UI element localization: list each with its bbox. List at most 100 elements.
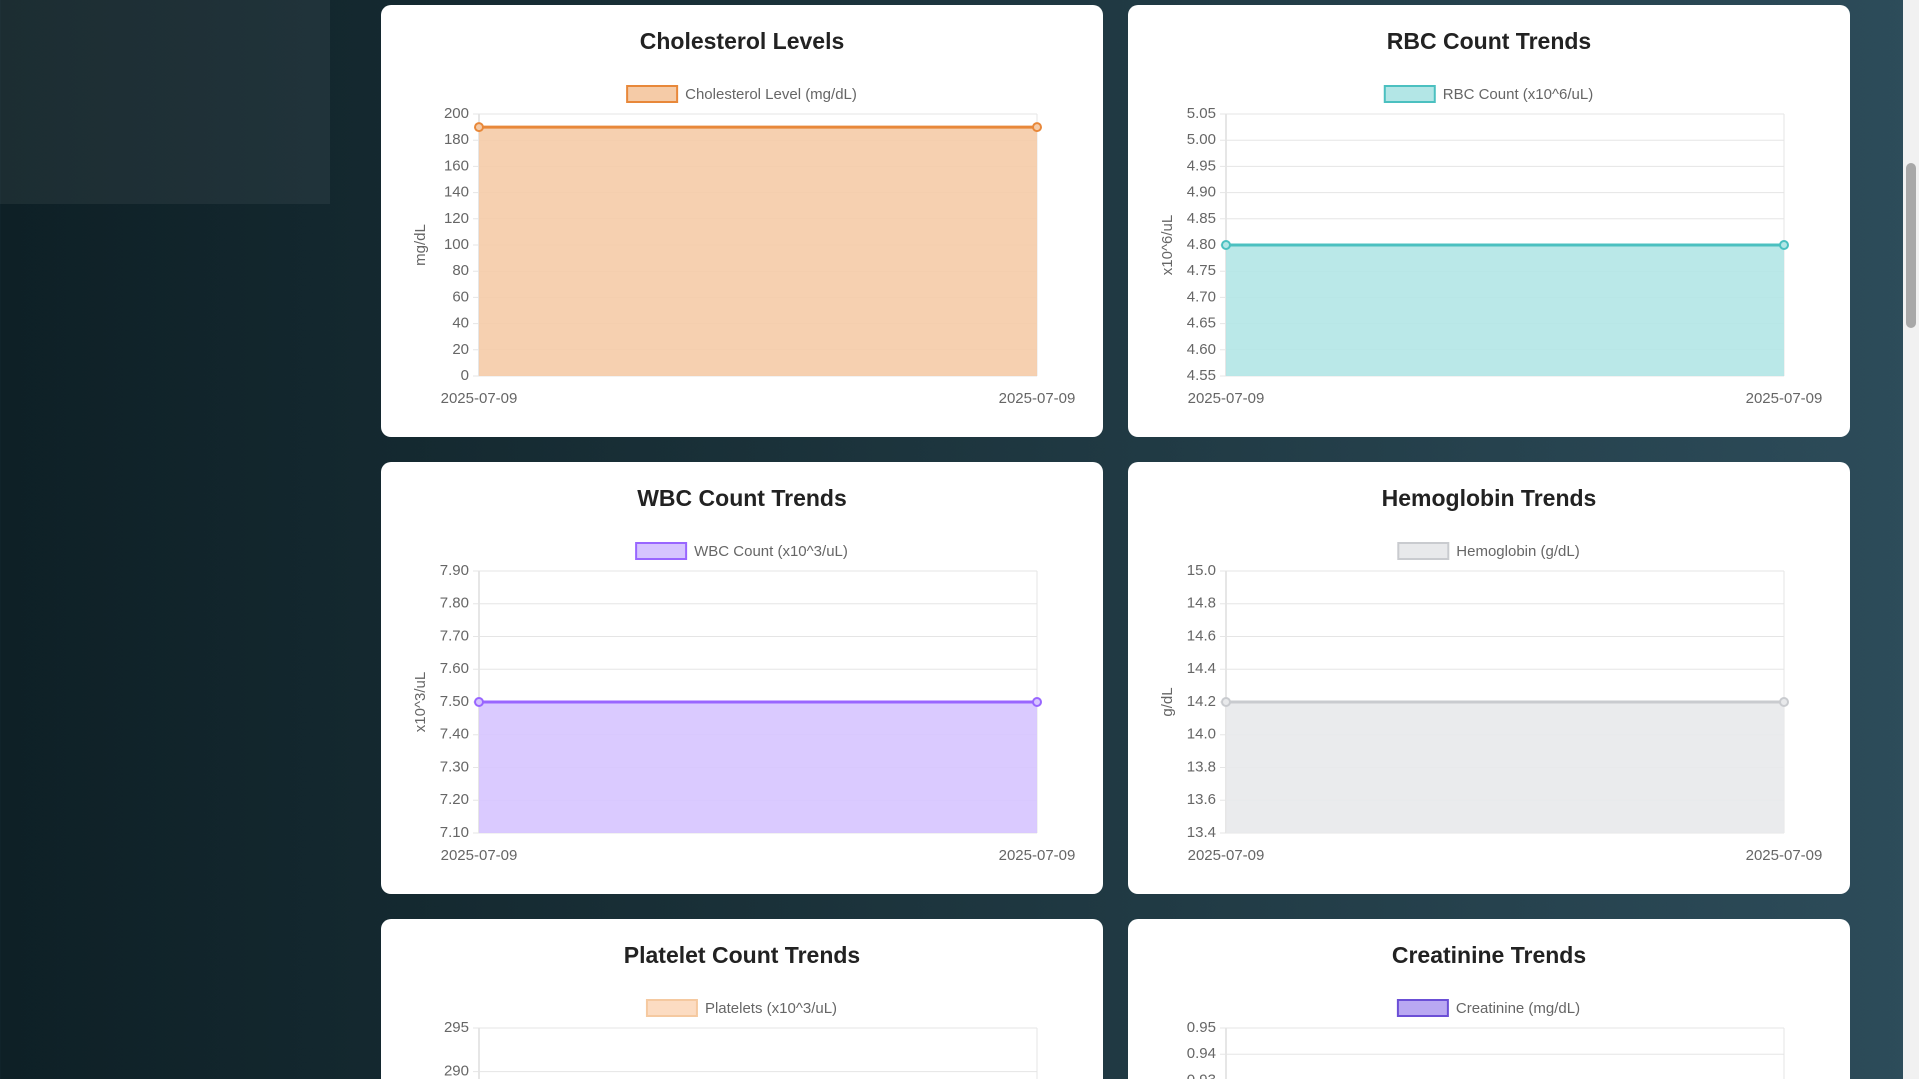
chart-title: Hemoglobin Trends <box>1382 485 1597 511</box>
point <box>1779 697 1789 707</box>
y-tick-label: 5.05 <box>1187 105 1216 122</box>
chart-card: Creatinine Trends Creatinine (mg/dL) 0.93 0… <box>1128 919 1850 1079</box>
scrollbar[interactable] <box>1903 0 1919 1079</box>
y-tick-label: 160 <box>444 157 469 174</box>
y-tick-label: 7.80 <box>440 595 469 612</box>
y-tick-label: 4.75 <box>1187 262 1216 279</box>
legend-swatch <box>1383 85 1436 103</box>
legend-label: Creatinine (mg/dL) <box>1456 1000 1580 1017</box>
y-axis-label: x10^3/uL <box>412 672 429 732</box>
legend-label: WBC Count (x10^3/uL) <box>694 543 848 560</box>
y-tick-label: 0.94 <box>1187 1045 1216 1062</box>
y-tick-label: 4.90 <box>1187 184 1216 201</box>
y-tick-label: 0 <box>461 367 469 384</box>
y-tick-label: 40 <box>452 315 469 332</box>
legend-swatch <box>645 999 698 1017</box>
y-tick-label: 290 <box>444 1063 469 1079</box>
y-tick-label: 60 <box>452 288 469 305</box>
y-tick-label: 14.4 <box>1187 660 1216 677</box>
x-tick-label: 2025-07-09 <box>1188 847 1265 864</box>
area <box>1226 702 1784 833</box>
point <box>1779 240 1789 250</box>
x-tick-label: 2025-07-09 <box>1746 390 1823 407</box>
y-tick-label: 200 <box>444 105 469 122</box>
legend-label: Hemoglobin (g/dL) <box>1456 543 1579 560</box>
chart-card: Platelet Count Trends Platelets (x10^3/uL… <box>381 919 1103 1079</box>
y-tick-label: 13.8 <box>1187 758 1216 775</box>
area <box>479 127 1037 376</box>
y-tick-label: 120 <box>444 210 469 227</box>
x-tick-label: 2025-07-09 <box>441 847 518 864</box>
x-tick-label: 2025-07-09 <box>1746 847 1823 864</box>
chart-card: WBC Count Trends WBC Count (x10^3/uL) 7.10… <box>381 462 1103 894</box>
sidebar <box>0 0 330 204</box>
y-tick-label: 0.93 <box>1187 1071 1216 1079</box>
y-tick-label: 7.90 <box>440 562 469 579</box>
y-tick-label: 14.8 <box>1187 595 1216 612</box>
chart: WBC Count Trends WBC Count (x10^3/uL) 7.10… <box>412 485 1076 864</box>
legend-swatch <box>1396 999 1449 1017</box>
x-tick-label: 2025-07-09 <box>999 390 1076 407</box>
legend-label: Platelets (x10^3/uL) <box>705 1000 837 1017</box>
x-tick-label: 2025-07-09 <box>441 390 518 407</box>
y-tick-label: 4.85 <box>1187 210 1216 227</box>
x-tick-label: 2025-07-09 <box>1188 390 1265 407</box>
area <box>479 702 1037 833</box>
chart-title: Cholesterol Levels <box>640 28 845 54</box>
y-tick-label: 7.40 <box>440 726 469 743</box>
y-axis-label: g/dL <box>1159 687 1176 716</box>
y-tick-label: 4.70 <box>1187 288 1216 305</box>
y-tick-label: 295 <box>444 1019 469 1036</box>
legend-swatch <box>1397 542 1450 560</box>
y-tick-label: 140 <box>444 184 469 201</box>
point <box>1032 697 1042 707</box>
y-tick-label: 5.00 <box>1187 131 1216 148</box>
legend-label: RBC Count (x10^6/uL) <box>1443 86 1593 103</box>
y-tick-label: 100 <box>444 236 469 253</box>
legend-swatch <box>635 542 688 560</box>
y-tick-label: 7.60 <box>440 660 469 677</box>
point <box>1032 122 1042 133</box>
y-tick-label: 7.50 <box>440 693 469 710</box>
y-tick-label: 7.30 <box>440 758 469 775</box>
x-tick-label: 2025-07-09 <box>999 847 1076 864</box>
y-tick-label: 0.95 <box>1187 1019 1216 1036</box>
scroll-thumb[interactable] <box>1906 163 1916 328</box>
y-tick-label: 4.65 <box>1187 315 1216 332</box>
chart: Creatinine Trends Creatinine (mg/dL) 0.93 0… <box>1187 942 1785 1079</box>
y-tick-label: 80 <box>452 262 469 279</box>
point <box>1221 240 1231 250</box>
y-tick-label: 7.70 <box>440 627 469 644</box>
chart: Hemoglobin Trends Hemoglobin (g/dL) 13.4 13… <box>1159 485 1823 864</box>
y-tick-label: 7.10 <box>440 824 469 841</box>
y-tick-label: 20 <box>452 341 469 358</box>
chart: Cholesterol Levels Cholesterol Level (mg/… <box>412 28 1076 407</box>
chart-title: Creatinine Trends <box>1392 942 1586 968</box>
chart: RBC Count Trends RBC Count (x10^6/uL) 4.55… <box>1159 28 1823 407</box>
y-tick-label: 4.55 <box>1187 367 1216 384</box>
y-tick-label: 4.95 <box>1187 157 1216 174</box>
y-axis-label: x10^6/uL <box>1159 215 1176 275</box>
y-axis-label: mg/dL <box>412 224 429 266</box>
chart-card: Hemoglobin Trends Hemoglobin (g/dL) 13.4 13… <box>1128 462 1850 894</box>
y-tick-label: 180 <box>444 131 469 148</box>
y-tick-label: 13.6 <box>1187 791 1216 808</box>
legend-label: Cholesterol Level (mg/dL) <box>685 86 857 103</box>
chart-title: RBC Count Trends <box>1387 28 1591 54</box>
y-tick-label: 13.4 <box>1187 824 1216 841</box>
point <box>1221 697 1231 707</box>
y-tick-label: 14.0 <box>1187 726 1216 743</box>
y-tick-label: 7.20 <box>440 791 469 808</box>
point <box>474 122 484 133</box>
y-tick-label: 4.60 <box>1187 341 1216 358</box>
point <box>474 697 484 707</box>
y-tick-label: 14.6 <box>1187 627 1216 644</box>
y-tick-label: 15.0 <box>1187 562 1216 579</box>
chart-title: WBC Count Trends <box>637 485 847 511</box>
chart-card: RBC Count Trends RBC Count (x10^6/uL) 4.55… <box>1128 5 1850 437</box>
y-tick-label: 14.2 <box>1187 693 1216 710</box>
area <box>1226 245 1784 376</box>
chart-title: Platelet Count Trends <box>624 942 860 968</box>
chart: Platelet Count Trends Platelets (x10^3/uL… <box>444 942 1038 1079</box>
